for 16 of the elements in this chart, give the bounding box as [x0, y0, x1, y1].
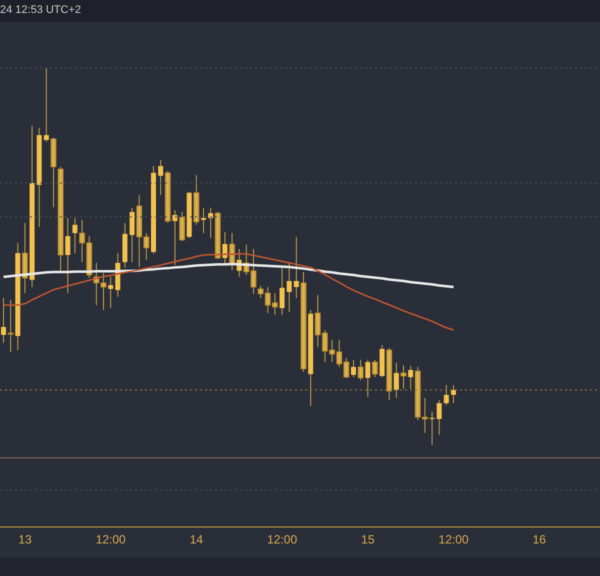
x-tick-label: 13 — [18, 532, 32, 547]
x-tick-label: 12:00 — [438, 532, 469, 547]
candlestick — [286, 262, 292, 312]
candlestick — [444, 384, 449, 406]
candlestick — [208, 207, 214, 239]
candlestick — [130, 207, 135, 263]
candlestick — [65, 218, 70, 294]
candlestick — [436, 400, 442, 436]
x-tick-label: 12:00 — [267, 532, 298, 547]
x-tick-label: 12:00 — [96, 532, 126, 547]
x-tick-label: 15 — [361, 532, 375, 547]
x-tick-label: 16 — [532, 532, 546, 547]
x-tick-label: 14 — [190, 532, 204, 547]
text: 24 12:53 UTC+2 — [0, 4, 82, 16]
candlestick — [158, 159, 164, 196]
candlestick — [451, 384, 456, 404]
